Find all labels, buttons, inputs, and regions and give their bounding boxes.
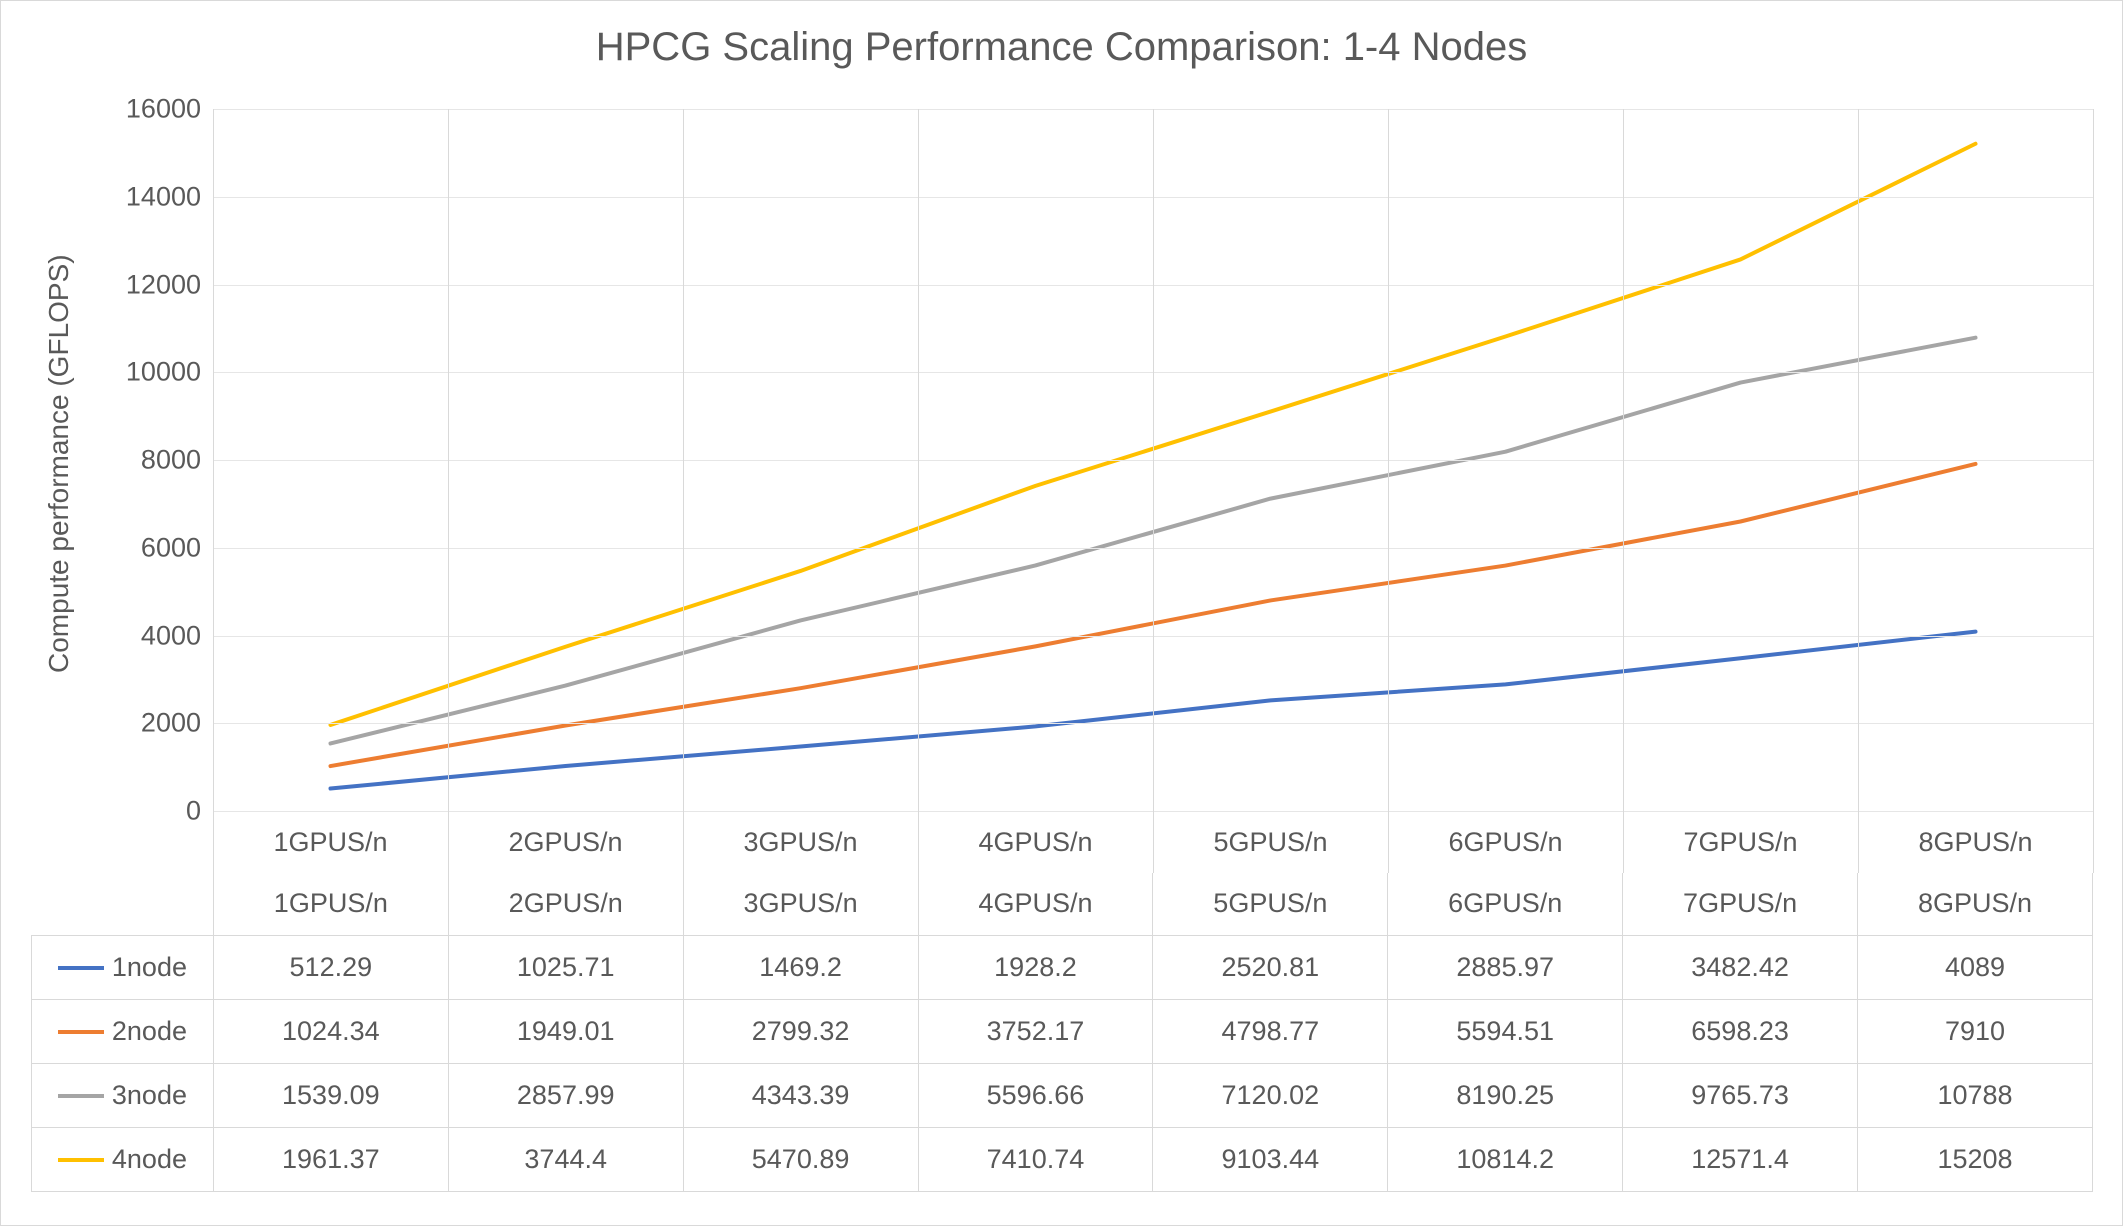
- category-divider: [213, 109, 214, 873]
- table-cell: 5594.51: [1388, 999, 1623, 1063]
- table-cell: 3482.42: [1623, 935, 1858, 999]
- table-cell: 2885.97: [1388, 935, 1623, 999]
- legend-label: 2node: [112, 1016, 187, 1046]
- table-cell: 4089: [1858, 935, 2093, 999]
- table-cell: 1539.09: [213, 1063, 448, 1127]
- table-cell: 512.29: [213, 935, 448, 999]
- category-label: 4GPUS/n: [918, 811, 1153, 873]
- legend-cell-2node: 2node: [32, 999, 214, 1063]
- chart-container: HPCG Scaling Performance Comparison: 1-4…: [0, 0, 2123, 1226]
- y-tick-label: 12000: [126, 269, 201, 300]
- table-cell: 6598.23: [1623, 999, 1858, 1063]
- table-row: 4node1961.373744.45470.897410.749103.441…: [32, 1127, 2093, 1191]
- category-label: 3GPUS/n: [683, 811, 918, 873]
- table-cell: 2857.99: [448, 1063, 683, 1127]
- category-divider: [1153, 109, 1154, 873]
- y-tick-label: 16000: [126, 94, 201, 125]
- legend-swatch-4node: [58, 1158, 104, 1162]
- table-cell: 5470.89: [683, 1127, 918, 1191]
- legend-cell-1node: 1node: [32, 935, 214, 999]
- table-cell: 12571.4: [1623, 1127, 1858, 1191]
- y-tick-label: 2000: [141, 708, 201, 739]
- category-label: 7GPUS/n: [1623, 811, 1858, 873]
- y-tick-label: 0: [186, 796, 201, 827]
- y-tick-label: 8000: [141, 445, 201, 476]
- legend-label: 1node: [112, 952, 187, 982]
- table-row: 3node 1539.092857.994343.395596.667120.02…: [32, 1063, 2093, 1127]
- table-header-cell: 2GPUS/n: [448, 873, 683, 935]
- table-header-cell: 8GPUS/n: [1858, 873, 2093, 935]
- table-cell: 3752.17: [918, 999, 1153, 1063]
- y-tick-label: 6000: [141, 532, 201, 563]
- table-cell: 1024.34: [213, 999, 448, 1063]
- table-cell: 1025.71: [448, 935, 683, 999]
- table-row: 1node 512.291025.711469.21928.22520.81288…: [32, 935, 2093, 999]
- table-cell: 7120.02: [1153, 1063, 1388, 1127]
- table-header-blank: [32, 873, 214, 935]
- category-label: 2GPUS/n: [448, 811, 683, 873]
- category-label: 8GPUS/n: [1858, 811, 2093, 873]
- y-tick-label: 10000: [126, 357, 201, 388]
- legend-label: 3node: [112, 1080, 187, 1110]
- table-cell: 15208: [1858, 1127, 2093, 1191]
- table-cell: 1949.01: [448, 999, 683, 1063]
- legend-swatch-1node: [58, 966, 104, 970]
- table-header-cell: 7GPUS/n: [1623, 873, 1858, 935]
- table-cell: 9103.44: [1153, 1127, 1388, 1191]
- category-divider: [448, 109, 449, 873]
- table-cell: 7910: [1858, 999, 2093, 1063]
- category-divider: [1623, 109, 1624, 873]
- table-cell: 1961.37: [213, 1127, 448, 1191]
- category-label: 1GPUS/n: [213, 811, 448, 873]
- legend-cell-3node: 3node: [32, 1063, 214, 1127]
- table-cell: 9765.73: [1623, 1063, 1858, 1127]
- table-cell: 1469.2: [683, 935, 918, 999]
- y-tick-label: 14000: [126, 181, 201, 212]
- legend-swatch-3node: [58, 1094, 104, 1098]
- category-divider: [2093, 109, 2094, 873]
- table-header-cell: 4GPUS/n: [918, 873, 1153, 935]
- table-cell: 8190.25: [1388, 1063, 1623, 1127]
- table-cell: 2799.32: [683, 999, 918, 1063]
- table-cell: 7410.74: [918, 1127, 1153, 1191]
- table-header-cell: 5GPUS/n: [1153, 873, 1388, 935]
- table-header-cell: 1GPUS/n: [213, 873, 448, 935]
- category-label: 6GPUS/n: [1388, 811, 1623, 873]
- table-cell: 5596.66: [918, 1063, 1153, 1127]
- category-divider: [683, 109, 684, 873]
- legend-cell-4node: 4node: [32, 1127, 214, 1191]
- table-cell: 4798.77: [1153, 999, 1388, 1063]
- category-divider: [1388, 109, 1389, 873]
- table-header-cell: 3GPUS/n: [683, 873, 918, 935]
- legend-label: 4node: [112, 1144, 187, 1174]
- table-cell: 2520.81: [1153, 935, 1388, 999]
- category-divider: [918, 109, 919, 873]
- data-table: 1GPUS/n2GPUS/n3GPUS/n4GPUS/n5GPUS/n6GPUS…: [31, 873, 2093, 1192]
- y-tick-label: 4000: [141, 620, 201, 651]
- y-axis-label: Compute performance (GFLOPS): [43, 273, 75, 673]
- table-cell: 3744.4: [448, 1127, 683, 1191]
- plot-area: 02000400060008000100001200014000160001GP…: [213, 109, 2093, 811]
- legend-swatch-2node: [58, 1030, 104, 1034]
- table-cell: 10814.2: [1388, 1127, 1623, 1191]
- category-divider: [1858, 109, 1859, 873]
- chart-title: HPCG Scaling Performance Comparison: 1-4…: [1, 25, 2122, 70]
- table-cell: 4343.39: [683, 1063, 918, 1127]
- table-row: 2node 1024.341949.012799.323752.174798.77…: [32, 999, 2093, 1063]
- category-label: 5GPUS/n: [1153, 811, 1388, 873]
- table-cell: 10788: [1858, 1063, 2093, 1127]
- table-header-cell: 6GPUS/n: [1388, 873, 1623, 935]
- table-cell: 1928.2: [918, 935, 1153, 999]
